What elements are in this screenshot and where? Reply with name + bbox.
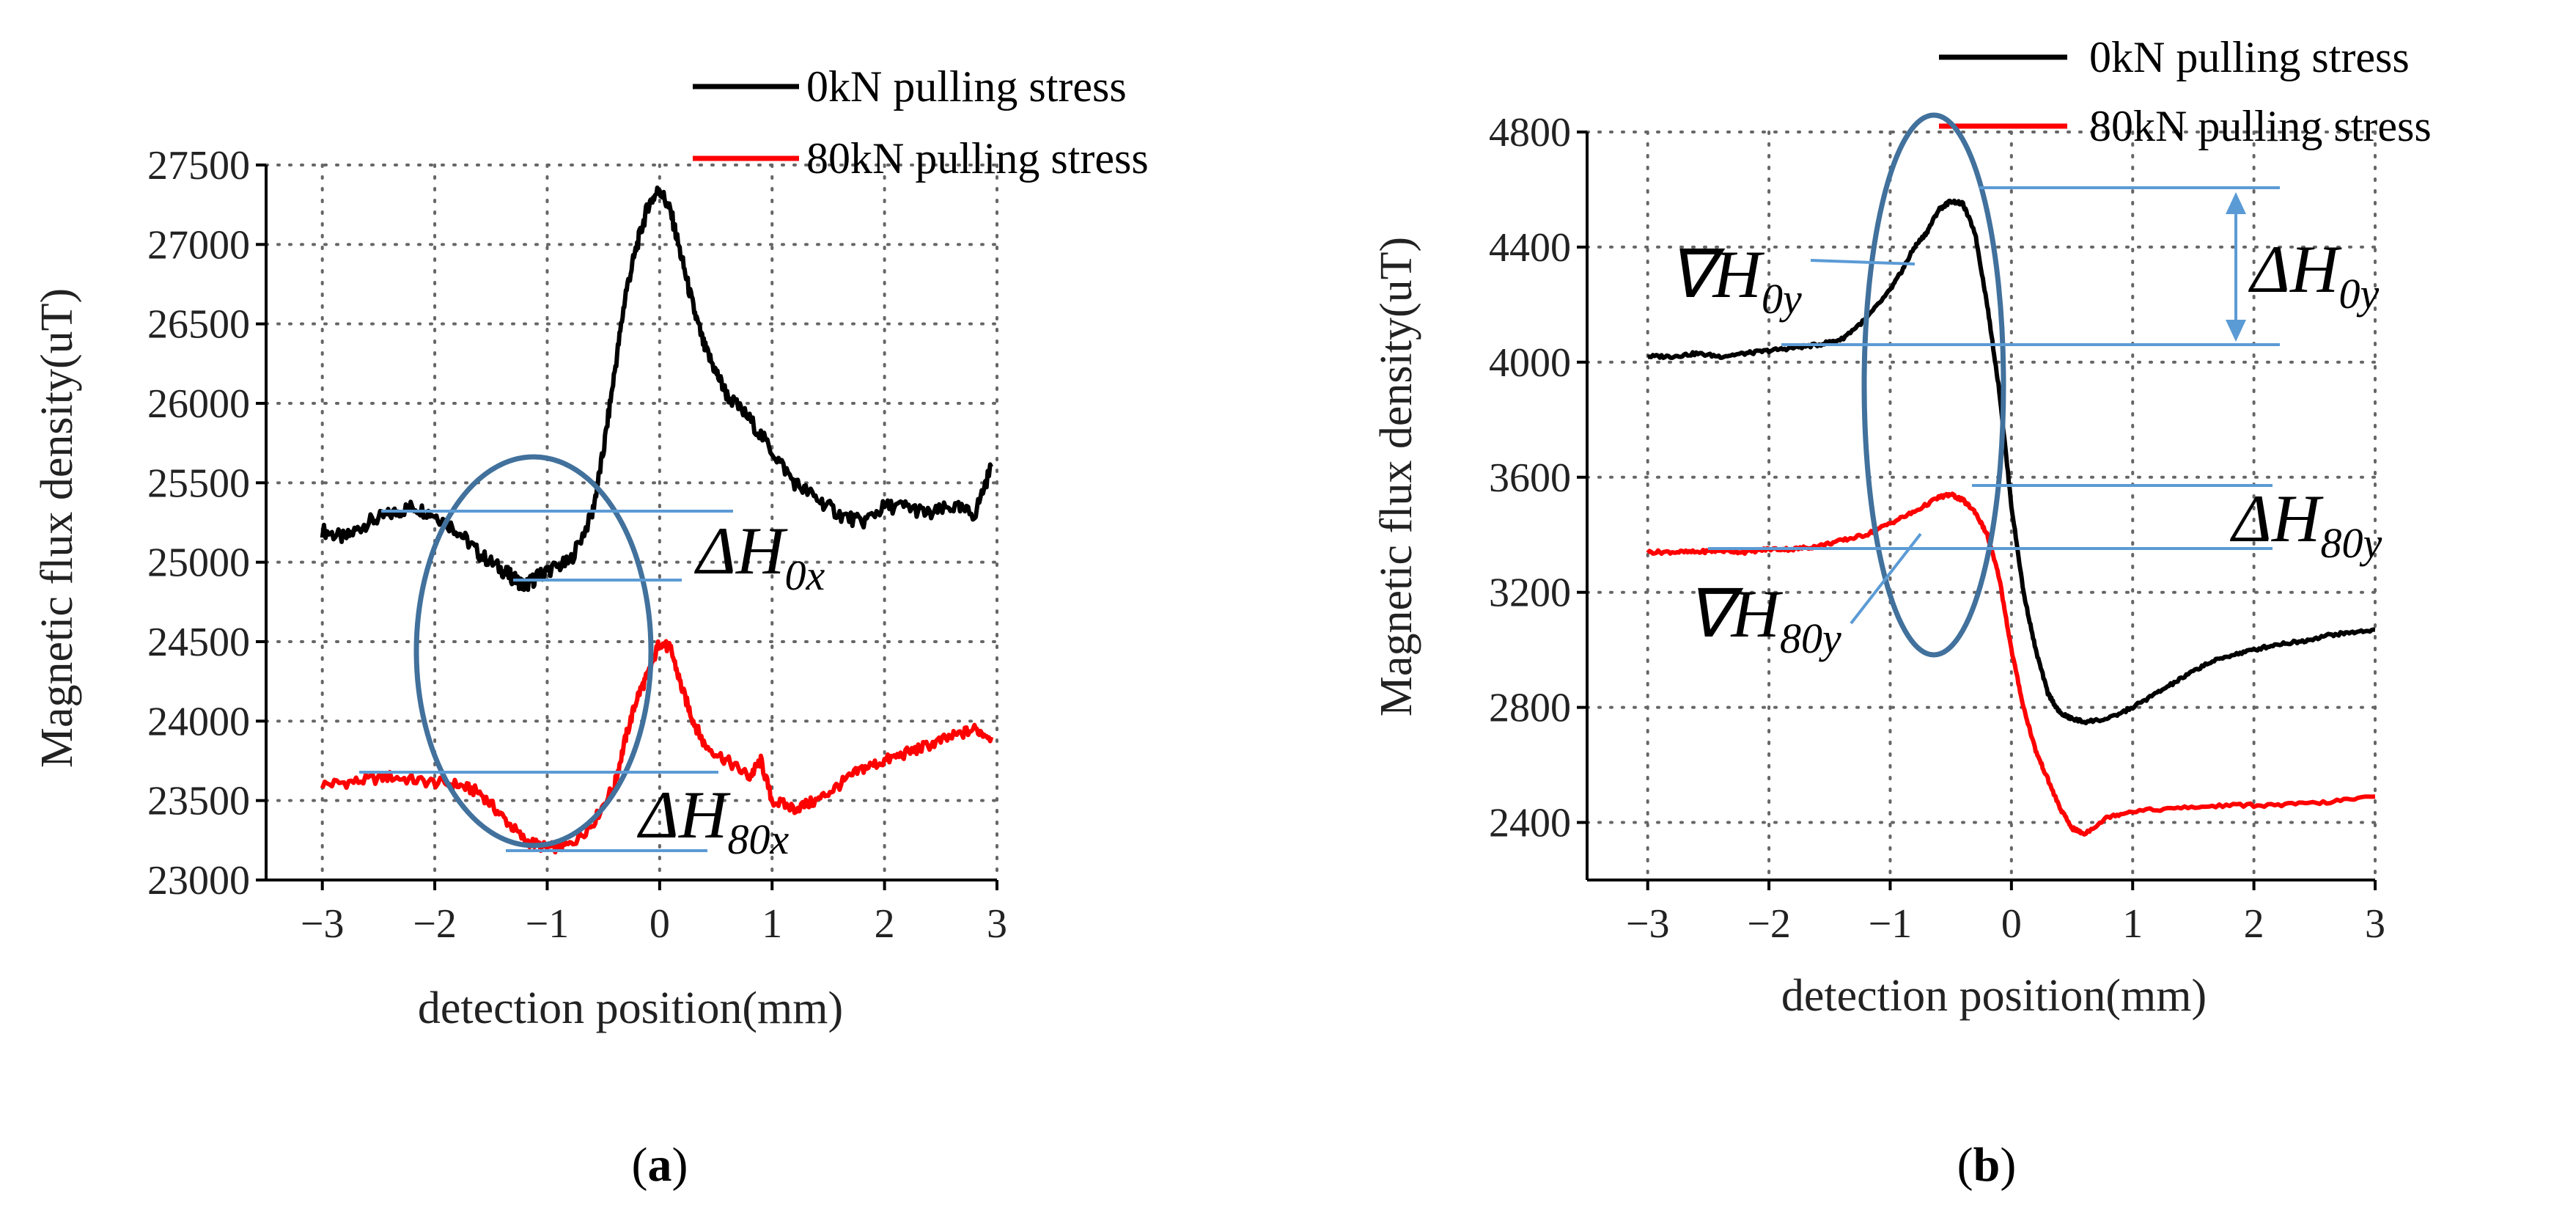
- y-tick-label-b: 4000: [1489, 340, 1571, 386]
- annotation-delta-h-80y: ΔH80y: [2229, 481, 2382, 567]
- y-tick-label-a: 25000: [147, 540, 250, 586]
- caption-b: (b): [1957, 1138, 2017, 1192]
- annotation-pointer-grad-0y: [1810, 259, 1916, 265]
- y-tick-label-b: 4400: [1489, 225, 1571, 271]
- y-tick-label-b: 3600: [1489, 455, 1571, 501]
- annotation-double-arrow-0y: [2226, 192, 2246, 342]
- annotations-b: ∇H0y ΔH0y ΔH80y ∇H80y: [1668, 112, 2382, 662]
- annotation-arrowhead-up: [2226, 192, 2246, 214]
- axes-a: [265, 165, 997, 881]
- annotation-delta-h-0y: ΔH0y: [2248, 232, 2379, 318]
- x-tick-label-b: −2: [1747, 901, 1791, 947]
- y-ticks-a: 23000 23500 24000 24500 25000 25500 26000 26500…: [147, 143, 266, 903]
- x-tick-label-b: 1: [2122, 901, 2143, 947]
- x-tick-label-a: 1: [762, 901, 782, 947]
- legend-b: 0kN pulling stress 80kN pulling stress: [1939, 33, 2432, 150]
- y-tick-label-a: 27000: [147, 222, 250, 268]
- x-tick-label-a: 2: [875, 901, 895, 947]
- y-tick-label-a: 26000: [147, 381, 250, 427]
- legend-label-80kN-a: 80kN pulling stress: [806, 134, 1149, 183]
- y-tick-label-b: 4800: [1489, 110, 1571, 155]
- y-tick-label-b: 3200: [1489, 571, 1571, 616]
- annotation-ellipse-b: [1861, 112, 2006, 658]
- y-axis-title-b: Magnetic flux density(uT): [1372, 237, 1421, 716]
- series-line-0kN-a: [320, 186, 993, 593]
- annotation-grad-h-0y: ∇H0y: [1668, 237, 1802, 323]
- caption-a: (a): [632, 1138, 688, 1192]
- y-tick-label-a: 24500: [147, 620, 250, 665]
- legend-a: 0kN pulling stress 80kN pulling stress: [693, 62, 1149, 183]
- x-tick-label-a: 0: [649, 901, 670, 947]
- annotation-grad-h-80y: ∇H80y: [1686, 576, 1841, 662]
- y-tick-label-b: 2800: [1489, 686, 1571, 731]
- annotation-ellipse-a: [413, 454, 654, 848]
- x-tick-label-b: 0: [2001, 901, 2022, 947]
- y-tick-label-a: 26500: [147, 302, 250, 348]
- series-line-80kN-a: [320, 639, 994, 855]
- annotation-delta-h-0x: ΔH0x: [693, 513, 825, 599]
- y-axis-title-a: Magnetic flux density(uT): [32, 288, 82, 768]
- x-tick-label-a: 3: [987, 901, 1007, 947]
- x-tick-label-a: −3: [301, 901, 345, 947]
- y-ticks-b: 2400 2800 3200 3600 4000 4400 4800: [1489, 110, 1587, 846]
- y-tick-label-a: 24000: [147, 699, 250, 744]
- x-tick-label-b: −1: [1869, 901, 1913, 947]
- x-tick-label-b: 3: [2365, 901, 2385, 947]
- y-tick-label-a: 23500: [147, 779, 250, 824]
- x-tick-label-a: −2: [413, 901, 457, 947]
- series-a: [320, 186, 994, 855]
- legend-label-0kN-a: 0kN pulling stress: [806, 62, 1127, 111]
- chart-panel-a: 23000 23500 24000 24500 25000 25500 26000 26500…: [32, 62, 1149, 1192]
- x-tick-label-b: 2: [2244, 901, 2264, 947]
- y-tick-label-a: 23000: [147, 858, 250, 903]
- x-axis-title-a: detection position(mm): [418, 983, 843, 1033]
- y-tick-label-a: 27500: [147, 143, 250, 188]
- annotation-pointer-grad-80y: [1850, 532, 1922, 625]
- x-axis-title-b: detection position(mm): [1781, 971, 2207, 1021]
- annotations-a: ΔH0x ΔH80x: [359, 454, 825, 863]
- x-tick-label-a: −1: [526, 901, 570, 947]
- axes-b: [1586, 132, 2375, 881]
- y-tick-label-a: 25500: [147, 461, 250, 506]
- x-ticks-b: −3 −2 −1 0 1 2 3: [1626, 880, 2385, 947]
- annotation-arrowhead-down: [2226, 320, 2246, 342]
- annotation-delta-h-80x: ΔH80x: [636, 777, 789, 863]
- legend-label-0kN-b: 0kN pulling stress: [2089, 33, 2410, 81]
- x-tick-label-b: −3: [1626, 901, 1670, 947]
- y-tick-label-b: 2400: [1489, 801, 1571, 846]
- gridlines-a: [265, 164, 998, 881]
- series-line-0kN-b: [1646, 198, 2376, 726]
- legend-label-80kN-b: 80kN pulling stress: [2089, 102, 2432, 150]
- x-ticks-a: −3 −2 −1 0 1 2 3: [301, 880, 1007, 947]
